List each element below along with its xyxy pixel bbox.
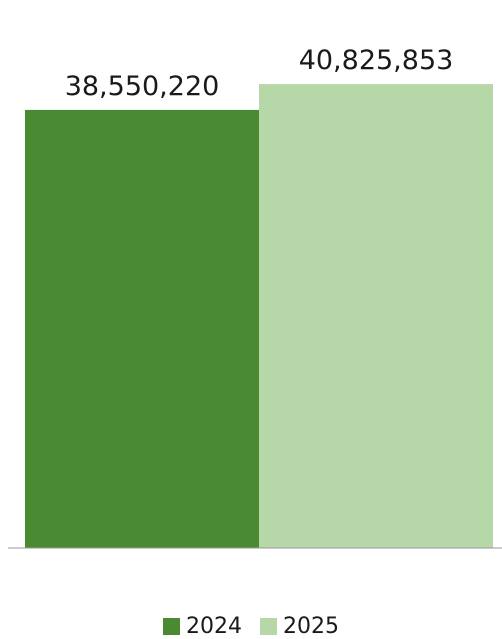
- legend-label-2025: 2025: [283, 614, 339, 639]
- data-label-2024: 38,550,220: [65, 71, 220, 102]
- legend: 2024 2025: [0, 614, 502, 639]
- bar-2025: [259, 84, 493, 548]
- bar-2024: [25, 109, 259, 548]
- bars-group: [25, 84, 493, 548]
- data-labels-group: 38,550,220 40,825,853: [65, 45, 454, 102]
- legend-label-2024: 2024: [186, 614, 242, 639]
- data-label-2025: 40,825,853: [299, 45, 454, 76]
- legend-swatch-2024: [163, 618, 180, 635]
- legend-item-2024: 2024: [163, 614, 242, 639]
- legend-swatch-2025: [260, 618, 277, 635]
- legend-item-2025: 2025: [260, 614, 339, 639]
